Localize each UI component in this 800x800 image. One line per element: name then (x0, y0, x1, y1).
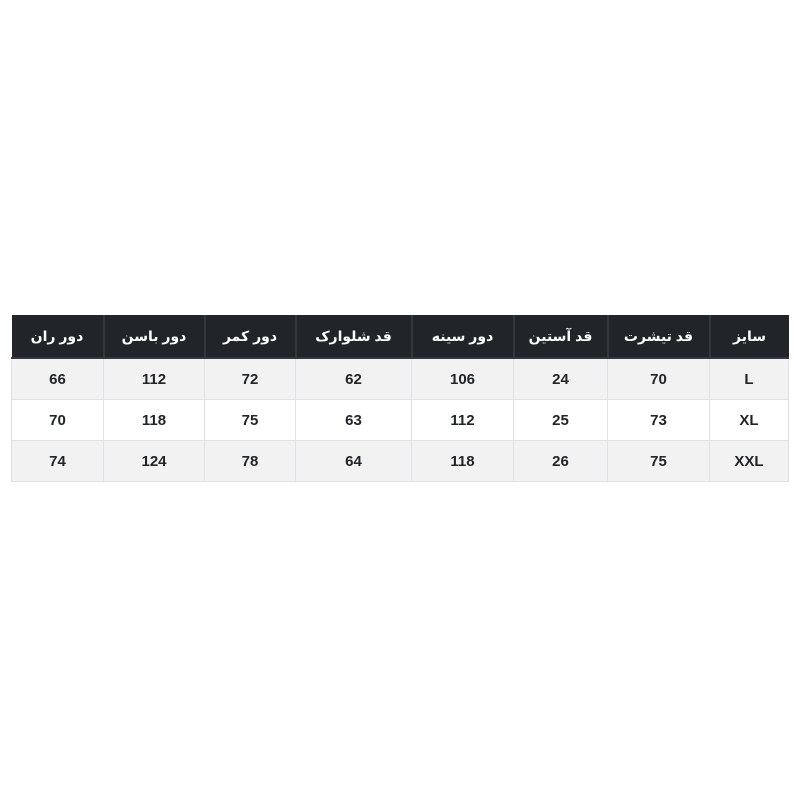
column-header-7: دور باسن (103, 315, 206, 359)
measurement-cell: 64 (295, 440, 412, 482)
table-body: L 70 24 106 62 72 112 66 XL 73 25 112 63 75 118 70 XXL 75… (11, 357, 789, 482)
size-chart-table: سایز قد تیشرت قد آستین دور سینه قد شلوارک دور… (11, 315, 789, 482)
measurement-cell: 70 (607, 357, 710, 400)
column-header-3: قد آستین (513, 315, 609, 359)
measurement-cell: 73 (607, 399, 710, 441)
column-header-8: دور ران (11, 315, 105, 359)
header-row: سایز قد تیشرت قد آستین دور سینه قد شلوارک دور… (11, 315, 789, 359)
column-header-6: دور کمر (204, 315, 297, 359)
measurement-cell: 25 (513, 399, 608, 441)
column-header-5: قد شلوارک (295, 315, 413, 359)
measurement-cell: 112 (103, 357, 205, 400)
measurement-cell: 106 (411, 357, 514, 400)
measurement-cell: 66 (11, 357, 104, 400)
size-row-L: L 70 24 106 62 72 112 66 (11, 357, 789, 400)
size-label: XXL (709, 440, 789, 482)
measurement-cell: 118 (103, 399, 205, 441)
measurement-cell: 118 (411, 440, 514, 482)
measurement-cell: 75 (204, 399, 296, 441)
size-chart: سایز قد تیشرت قد آستین دور سینه قد شلوارک دور… (11, 315, 789, 482)
measurement-cell: 112 (411, 399, 514, 441)
measurement-cell: 72 (204, 357, 296, 400)
measurement-cell: 124 (103, 440, 205, 482)
column-header-4: دور سینه (411, 315, 515, 359)
table-header: سایز قد تیشرت قد آستین دور سینه قد شلوارک دور… (11, 315, 789, 359)
size-label: L (709, 357, 789, 400)
measurement-cell: 26 (513, 440, 608, 482)
measurement-cell: 78 (204, 440, 296, 482)
measurement-cell: 24 (513, 357, 608, 400)
measurement-cell: 70 (11, 399, 104, 441)
size-row-XXL: XXL 75 26 118 64 78 124 74 (11, 440, 789, 482)
measurement-cell: 63 (295, 399, 412, 441)
column-header-2: قد تیشرت (607, 315, 711, 359)
measurement-cell: 75 (607, 440, 710, 482)
column-header-1: سایز (709, 315, 789, 359)
measurement-cell: 74 (11, 440, 104, 482)
measurement-cell: 62 (295, 357, 412, 400)
size-row-XL: XL 73 25 112 63 75 118 70 (11, 399, 789, 441)
size-label: XL (709, 399, 789, 441)
